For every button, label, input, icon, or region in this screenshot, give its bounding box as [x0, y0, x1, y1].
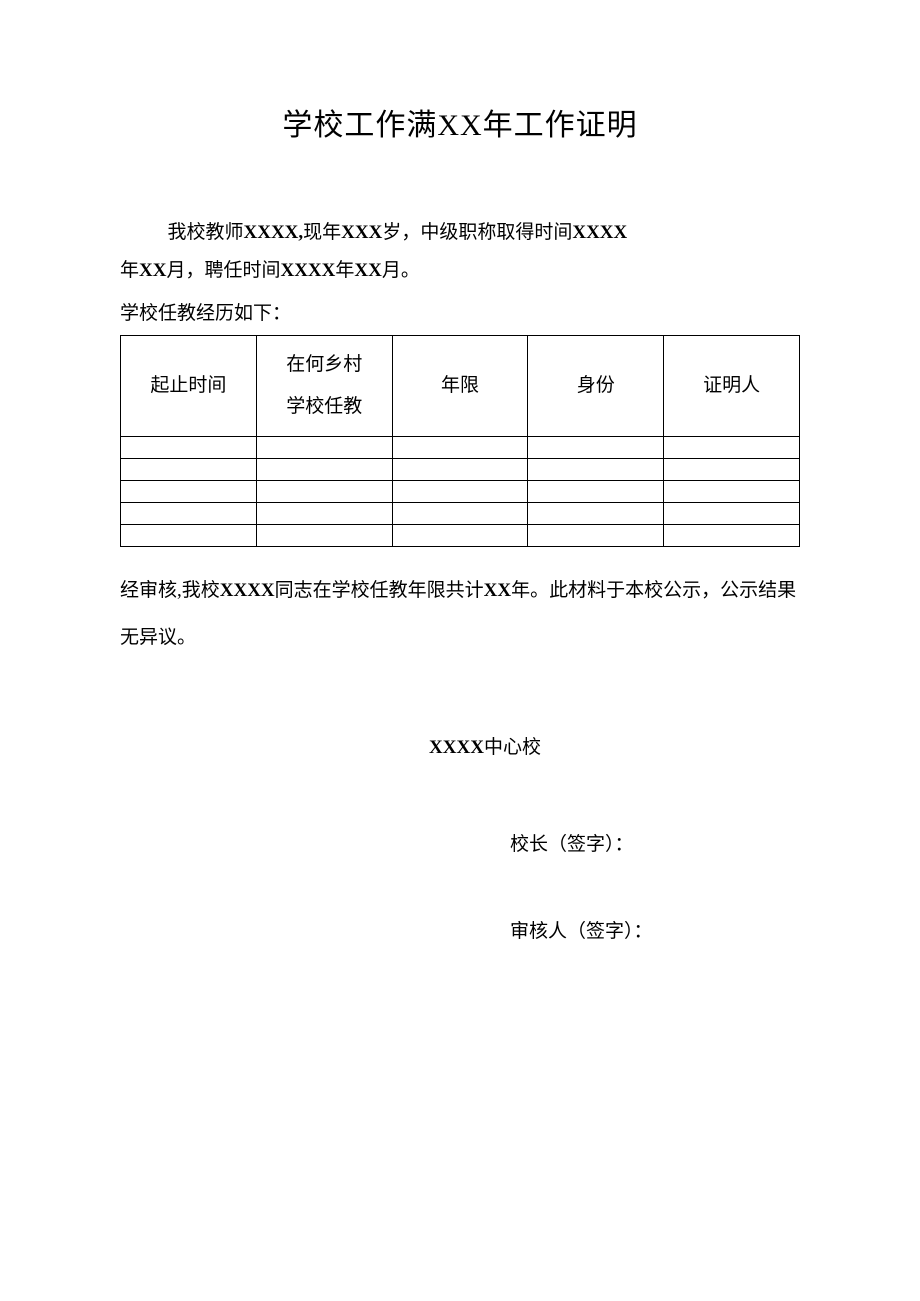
intro-text: 我校教师 — [168, 222, 244, 243]
col-period: 起止时间 — [121, 336, 257, 437]
col-witness: 证明人 — [664, 336, 800, 437]
org-code: XXXX — [429, 737, 484, 758]
age-value: XXX — [341, 222, 382, 243]
conclusion-name: XXXX — [220, 580, 275, 601]
intro-text: 岁，中级职称取得时间 — [382, 222, 572, 243]
hire-year: XXXX — [280, 260, 335, 281]
document-title: 学校工作满XX年工作证明 — [120, 100, 800, 144]
conclusion-text: 经审核,我校 — [120, 580, 220, 601]
title-month: XX — [139, 260, 166, 281]
title-year: XXXX — [572, 222, 627, 243]
table-heading: 学校任教经历如下： — [120, 295, 800, 333]
intro-text: 现年 — [303, 222, 341, 243]
conclusion-years: XX — [484, 580, 511, 601]
intro-paragraph-line2: 年XX月，聘任时间XXXX年XX月。 — [120, 252, 800, 290]
table-row — [121, 502, 800, 524]
conclusion-paragraph: 经审核,我校XXXX同志在学校任教年限共计XX年。此材料于本校公示，公示结果无异… — [120, 567, 800, 662]
intro-paragraph: 我校教师XXXX,现年XXX岁，中级职称取得时间XXXX — [120, 214, 800, 252]
org-suffix: 中心校 — [484, 737, 541, 758]
table-row — [121, 458, 800, 480]
organization-name: XXXX中心校 — [120, 732, 800, 759]
table-row — [121, 480, 800, 502]
experience-table: 起止时间 在何乡村 学校任教 年限 身份 证明人 — [120, 335, 800, 547]
col-school-line2: 学校任教 — [286, 396, 362, 417]
table-header-row: 起止时间 在何乡村 学校任教 年限 身份 证明人 — [121, 336, 800, 437]
principal-signature: 校长（签字）： — [120, 829, 800, 856]
table-row — [121, 436, 800, 458]
intro-text: 月。 — [382, 260, 420, 281]
hire-month: XX — [354, 260, 381, 281]
conclusion-text: 同志在学校任教年限共计 — [275, 580, 484, 601]
reviewer-signature: 审核人（签字）： — [120, 916, 800, 943]
col-years: 年限 — [392, 336, 528, 437]
intro-text: 年 — [120, 260, 139, 281]
teacher-name: XXXX — [244, 222, 299, 243]
intro-text: 年 — [335, 260, 354, 281]
col-school-line1: 在何乡村 — [286, 354, 362, 375]
intro-text: 月，聘任时间 — [166, 260, 280, 281]
col-identity: 身份 — [528, 336, 664, 437]
col-school: 在何乡村 学校任教 — [256, 336, 392, 437]
table-row — [121, 524, 800, 546]
